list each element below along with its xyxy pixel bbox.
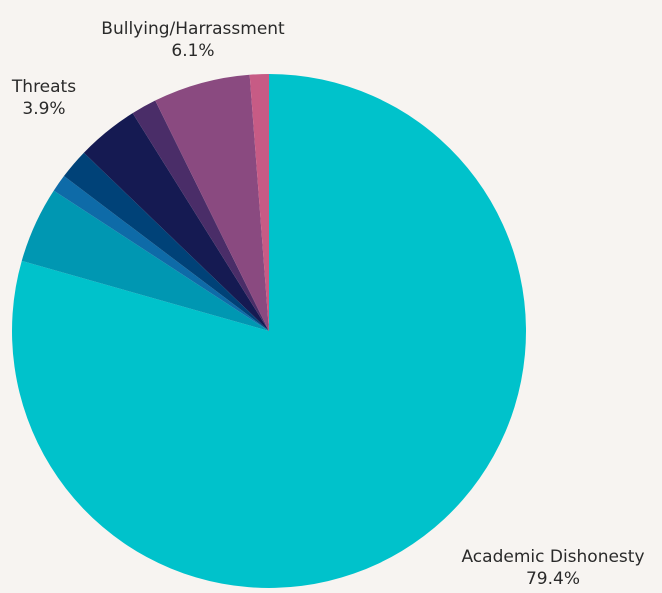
label-threats: Threats 3.9% [4,76,84,120]
label-bullying: Bullying/Harrassment 6.1% [82,18,304,62]
label-threats-name: Threats [11,77,77,97]
pie-slices [12,74,527,588]
slice-3 [53,176,270,331]
slice-4 [63,152,269,331]
label-academic-pct: 79.4% [525,569,580,589]
slice-6 [132,100,269,331]
slice-academic-dishonesty [12,74,527,588]
label-bullying-pct: 6.1% [171,41,215,61]
label-threats-pct: 3.9% [22,99,66,119]
slice-2 [21,190,270,331]
slice-threats [83,113,269,332]
label-academic: Academic Dishonesty 79.4% [446,546,660,590]
label-bullying-name: Bullying/Harrassment [101,19,285,39]
slice-8 [249,74,269,331]
slice-bullying-harrassment [155,74,269,331]
label-academic-name: Academic Dishonesty [461,547,645,567]
